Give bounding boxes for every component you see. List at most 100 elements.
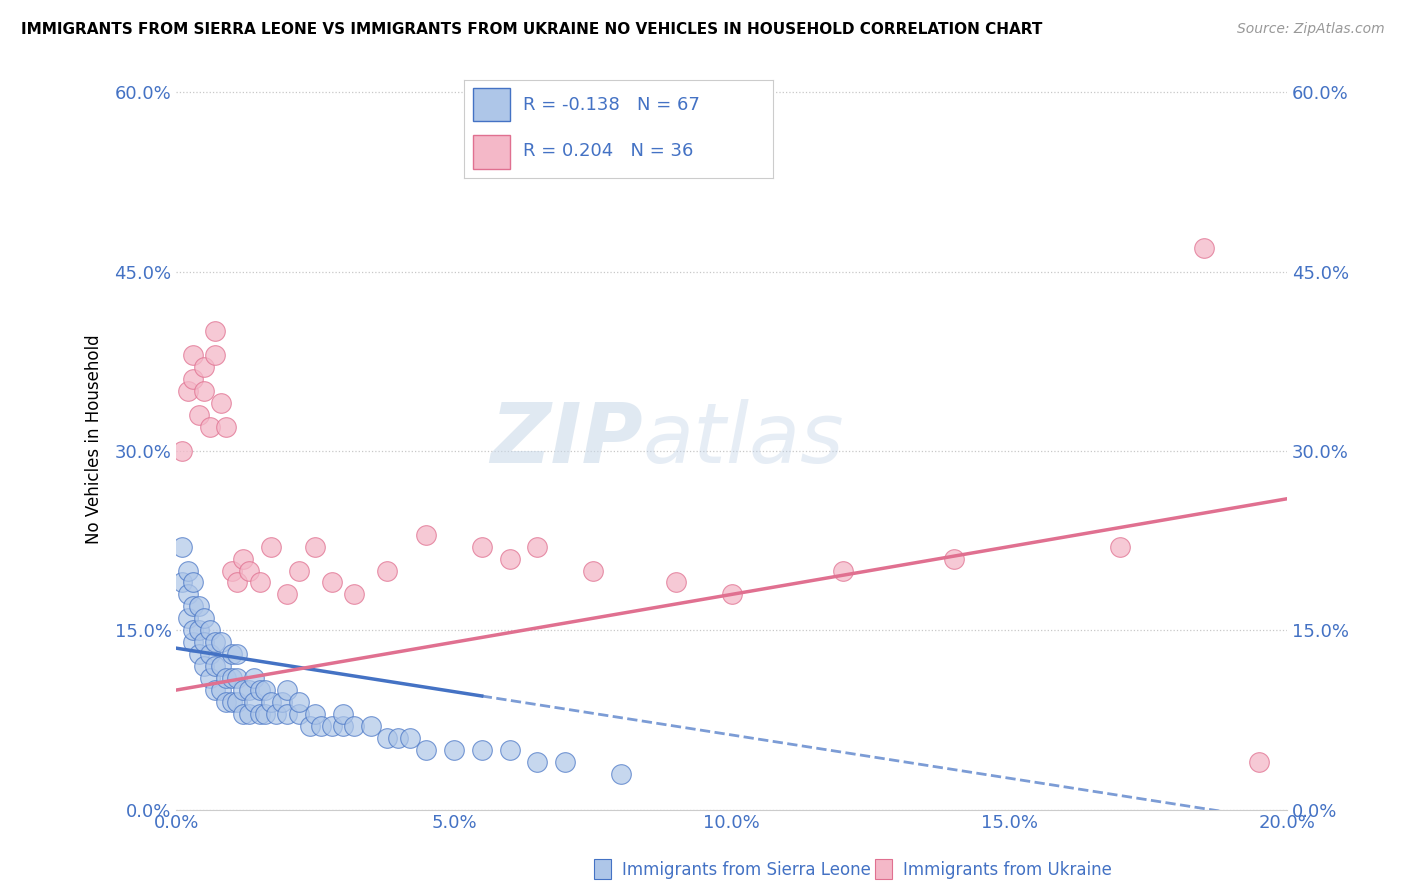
Point xyxy=(321,575,343,590)
Point xyxy=(187,647,209,661)
Point xyxy=(249,683,271,698)
Point xyxy=(720,587,742,601)
Point xyxy=(526,540,548,554)
Point xyxy=(276,683,298,698)
Text: R = -0.138   N = 67: R = -0.138 N = 67 xyxy=(523,95,700,114)
Point xyxy=(193,384,215,399)
Point xyxy=(221,671,243,685)
Point xyxy=(204,659,226,673)
Point xyxy=(526,755,548,769)
Point xyxy=(226,695,249,709)
Point xyxy=(287,695,309,709)
Text: atlas: atlas xyxy=(643,399,845,480)
Point xyxy=(170,444,193,458)
Y-axis label: No Vehicles in Household: No Vehicles in Household xyxy=(86,334,103,544)
Point xyxy=(276,587,298,601)
Point xyxy=(377,731,399,745)
Text: R = 0.204   N = 36: R = 0.204 N = 36 xyxy=(523,142,693,160)
Point xyxy=(238,564,260,578)
Point xyxy=(170,540,193,554)
Point xyxy=(238,683,260,698)
Text: Immigrants from Ukraine: Immigrants from Ukraine xyxy=(903,861,1112,879)
Point xyxy=(187,624,209,638)
Point xyxy=(209,659,232,673)
Point xyxy=(415,743,437,757)
Point xyxy=(1109,540,1132,554)
Point xyxy=(209,635,232,649)
Point xyxy=(343,719,366,733)
Point xyxy=(287,706,309,721)
Bar xyxy=(474,88,510,121)
Point xyxy=(193,659,215,673)
Point xyxy=(309,719,332,733)
Point xyxy=(204,325,226,339)
Point xyxy=(176,611,198,625)
Point xyxy=(276,706,298,721)
Bar xyxy=(474,136,510,169)
Point xyxy=(176,564,198,578)
Point xyxy=(221,695,243,709)
Point xyxy=(181,624,204,638)
Point xyxy=(187,408,209,422)
Point xyxy=(232,706,254,721)
Point xyxy=(831,564,853,578)
Point xyxy=(498,743,520,757)
Point xyxy=(215,420,238,434)
Point xyxy=(198,624,221,638)
Point xyxy=(398,731,420,745)
Point xyxy=(226,647,249,661)
Point xyxy=(304,706,326,721)
Point xyxy=(254,683,277,698)
Point xyxy=(942,551,965,566)
Point xyxy=(170,575,193,590)
Point xyxy=(232,551,254,566)
Point xyxy=(609,766,631,780)
Point xyxy=(215,695,238,709)
Point xyxy=(181,372,204,386)
Point xyxy=(343,587,366,601)
Point xyxy=(209,396,232,410)
Point xyxy=(187,599,209,614)
Point xyxy=(176,384,198,399)
Point xyxy=(249,575,271,590)
Text: IMMIGRANTS FROM SIERRA LEONE VS IMMIGRANTS FROM UKRAINE NO VEHICLES IN HOUSEHOLD: IMMIGRANTS FROM SIERRA LEONE VS IMMIGRAN… xyxy=(21,22,1042,37)
Point xyxy=(238,706,260,721)
Point xyxy=(498,551,520,566)
Point xyxy=(287,564,309,578)
Point xyxy=(332,706,354,721)
Point xyxy=(554,755,576,769)
Point xyxy=(198,647,221,661)
Point xyxy=(226,575,249,590)
Point xyxy=(266,706,288,721)
Text: Immigrants from Sierra Leone: Immigrants from Sierra Leone xyxy=(621,861,872,879)
Point xyxy=(221,564,243,578)
Point xyxy=(181,575,204,590)
Point xyxy=(270,695,292,709)
Point xyxy=(232,683,254,698)
Point xyxy=(254,706,277,721)
Point xyxy=(321,719,343,733)
Point xyxy=(260,695,283,709)
Point xyxy=(198,671,221,685)
Point xyxy=(360,719,382,733)
Point xyxy=(304,540,326,554)
Point xyxy=(1192,241,1215,255)
Point xyxy=(181,348,204,362)
Point xyxy=(226,671,249,685)
Point xyxy=(249,706,271,721)
Point xyxy=(1247,755,1270,769)
Point xyxy=(443,743,465,757)
Point xyxy=(243,695,266,709)
Point xyxy=(193,635,215,649)
Point xyxy=(582,564,605,578)
Point xyxy=(298,719,321,733)
Point xyxy=(193,360,215,375)
Point xyxy=(204,348,226,362)
Point xyxy=(215,671,238,685)
Point xyxy=(209,683,232,698)
Point xyxy=(332,719,354,733)
Point xyxy=(377,564,399,578)
Point xyxy=(243,671,266,685)
Point xyxy=(204,635,226,649)
Point xyxy=(471,540,494,554)
